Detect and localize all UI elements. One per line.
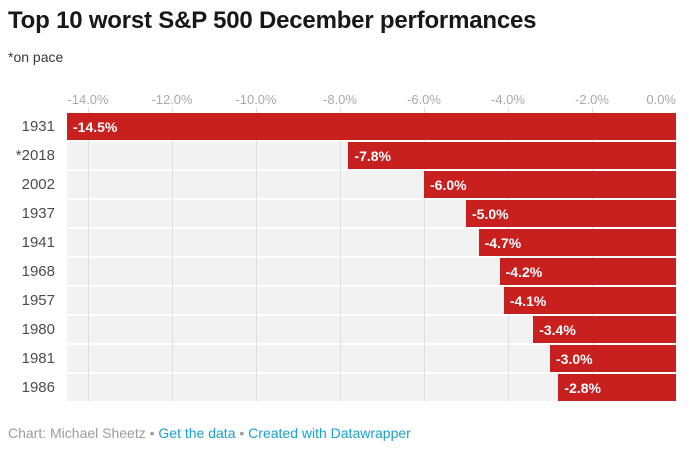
category-label: 1937 [21, 205, 55, 222]
bar-row: 1941 -4.7% [8, 229, 676, 256]
bar-rows: 1931 -14.5% *2018 -7.8% 2002 -6.0% 1937 -5.0% 19… [8, 113, 676, 401]
footer-separator-dot: • [149, 425, 155, 441]
category-label: 1957 [21, 292, 55, 309]
bar-track: -2.8% [67, 374, 676, 401]
bar-row: 1968 -4.2% [8, 258, 676, 285]
category-label: 2002 [21, 176, 55, 193]
bar[interactable]: -4.1% [503, 287, 676, 314]
get-the-data-link[interactable]: Get the data [158, 425, 236, 441]
bar-value-label: -7.8% [354, 147, 391, 164]
bar[interactable]: -3.4% [533, 316, 676, 343]
x-axis-tick: -2.0% [575, 92, 609, 107]
page-title: Top 10 worst S&P 500 December performanc… [8, 7, 537, 34]
category-label: 1941 [21, 234, 55, 251]
category-label: 1968 [21, 263, 55, 280]
x-axis-tick: -8.0% [323, 92, 357, 107]
bar-row: 1980 -3.4% [8, 316, 676, 343]
bar-track: -3.0% [67, 345, 676, 372]
bar-track: -7.8% [67, 142, 676, 169]
bar-value-label: -5.0% [472, 205, 509, 222]
bar[interactable]: -4.2% [499, 258, 676, 285]
bar-value-label: -4.7% [484, 234, 522, 251]
category-label: 1981 [21, 350, 55, 367]
bar[interactable]: -5.0% [466, 200, 676, 227]
category-label: 1931 [21, 118, 55, 135]
bar[interactable]: -2.8% [558, 374, 676, 401]
bar[interactable]: -4.7% [478, 229, 676, 256]
bar-value-label: -6.0% [430, 176, 467, 193]
bar-value-label: -14.5% [73, 118, 118, 135]
bar-value-label: -3.4% [539, 321, 576, 338]
bar-row: 2002 -6.0% [8, 171, 676, 198]
bar-row: 1986 -2.8% [8, 374, 676, 401]
bar-track: -3.4% [67, 316, 676, 343]
bar[interactable]: -6.0% [424, 171, 676, 198]
bar-track: -5.0% [67, 200, 676, 227]
x-axis-tick: -6.0% [407, 92, 441, 107]
category-label: 1980 [21, 321, 55, 338]
bar[interactable]: -3.0% [550, 345, 676, 372]
bar[interactable]: -7.8% [348, 142, 676, 169]
chart-footer: Chart: Michael Sheetz • Get the data • C… [8, 425, 676, 441]
bar-row: 1981 -3.0% [8, 345, 676, 372]
bar-track: -4.7% [67, 229, 676, 256]
bar-track: -6.0% [67, 171, 676, 198]
bar-value-label: -4.1% [509, 292, 547, 309]
bar-value-label: -4.2% [505, 263, 543, 280]
bar[interactable]: -14.5% [67, 113, 676, 140]
bar-chart: -14.0% -12.0% -10.0% -8.0% -6.0% -4.0% -2.0% 0.… [8, 77, 676, 401]
x-axis-tick: -10.0% [235, 92, 277, 107]
category-label: 1986 [21, 379, 55, 396]
bar-row: *2018 -7.8% [8, 142, 676, 169]
x-axis-tick: 0.0% [646, 92, 676, 107]
bar-track: -4.2% [67, 258, 676, 285]
datawrapper-credit-link[interactable]: Created with Datawrapper [248, 425, 411, 441]
x-axis-tick: -12.0% [151, 92, 193, 107]
x-axis-tick: -14.0% [67, 92, 109, 107]
x-axis: -14.0% -12.0% -10.0% -8.0% -6.0% -4.0% -2.0% 0.… [67, 77, 676, 113]
bar-value-label: -3.0% [556, 350, 593, 367]
credit-text: Chart: Michael Sheetz [8, 425, 146, 441]
bar-value-label: -2.8% [564, 379, 601, 396]
bar-track: -4.1% [67, 287, 676, 314]
chart-subtitle: *on pace [8, 49, 64, 65]
footer-separator-dot-2: • [239, 425, 245, 441]
bar-row: 1937 -5.0% [8, 200, 676, 227]
bar-row: 1957 -4.1% [8, 287, 676, 314]
bar-track: -14.5% [67, 113, 676, 140]
category-label: *2018 [15, 147, 55, 164]
x-axis-tick: -4.0% [491, 92, 525, 107]
bar-row: 1931 -14.5% [8, 113, 676, 140]
